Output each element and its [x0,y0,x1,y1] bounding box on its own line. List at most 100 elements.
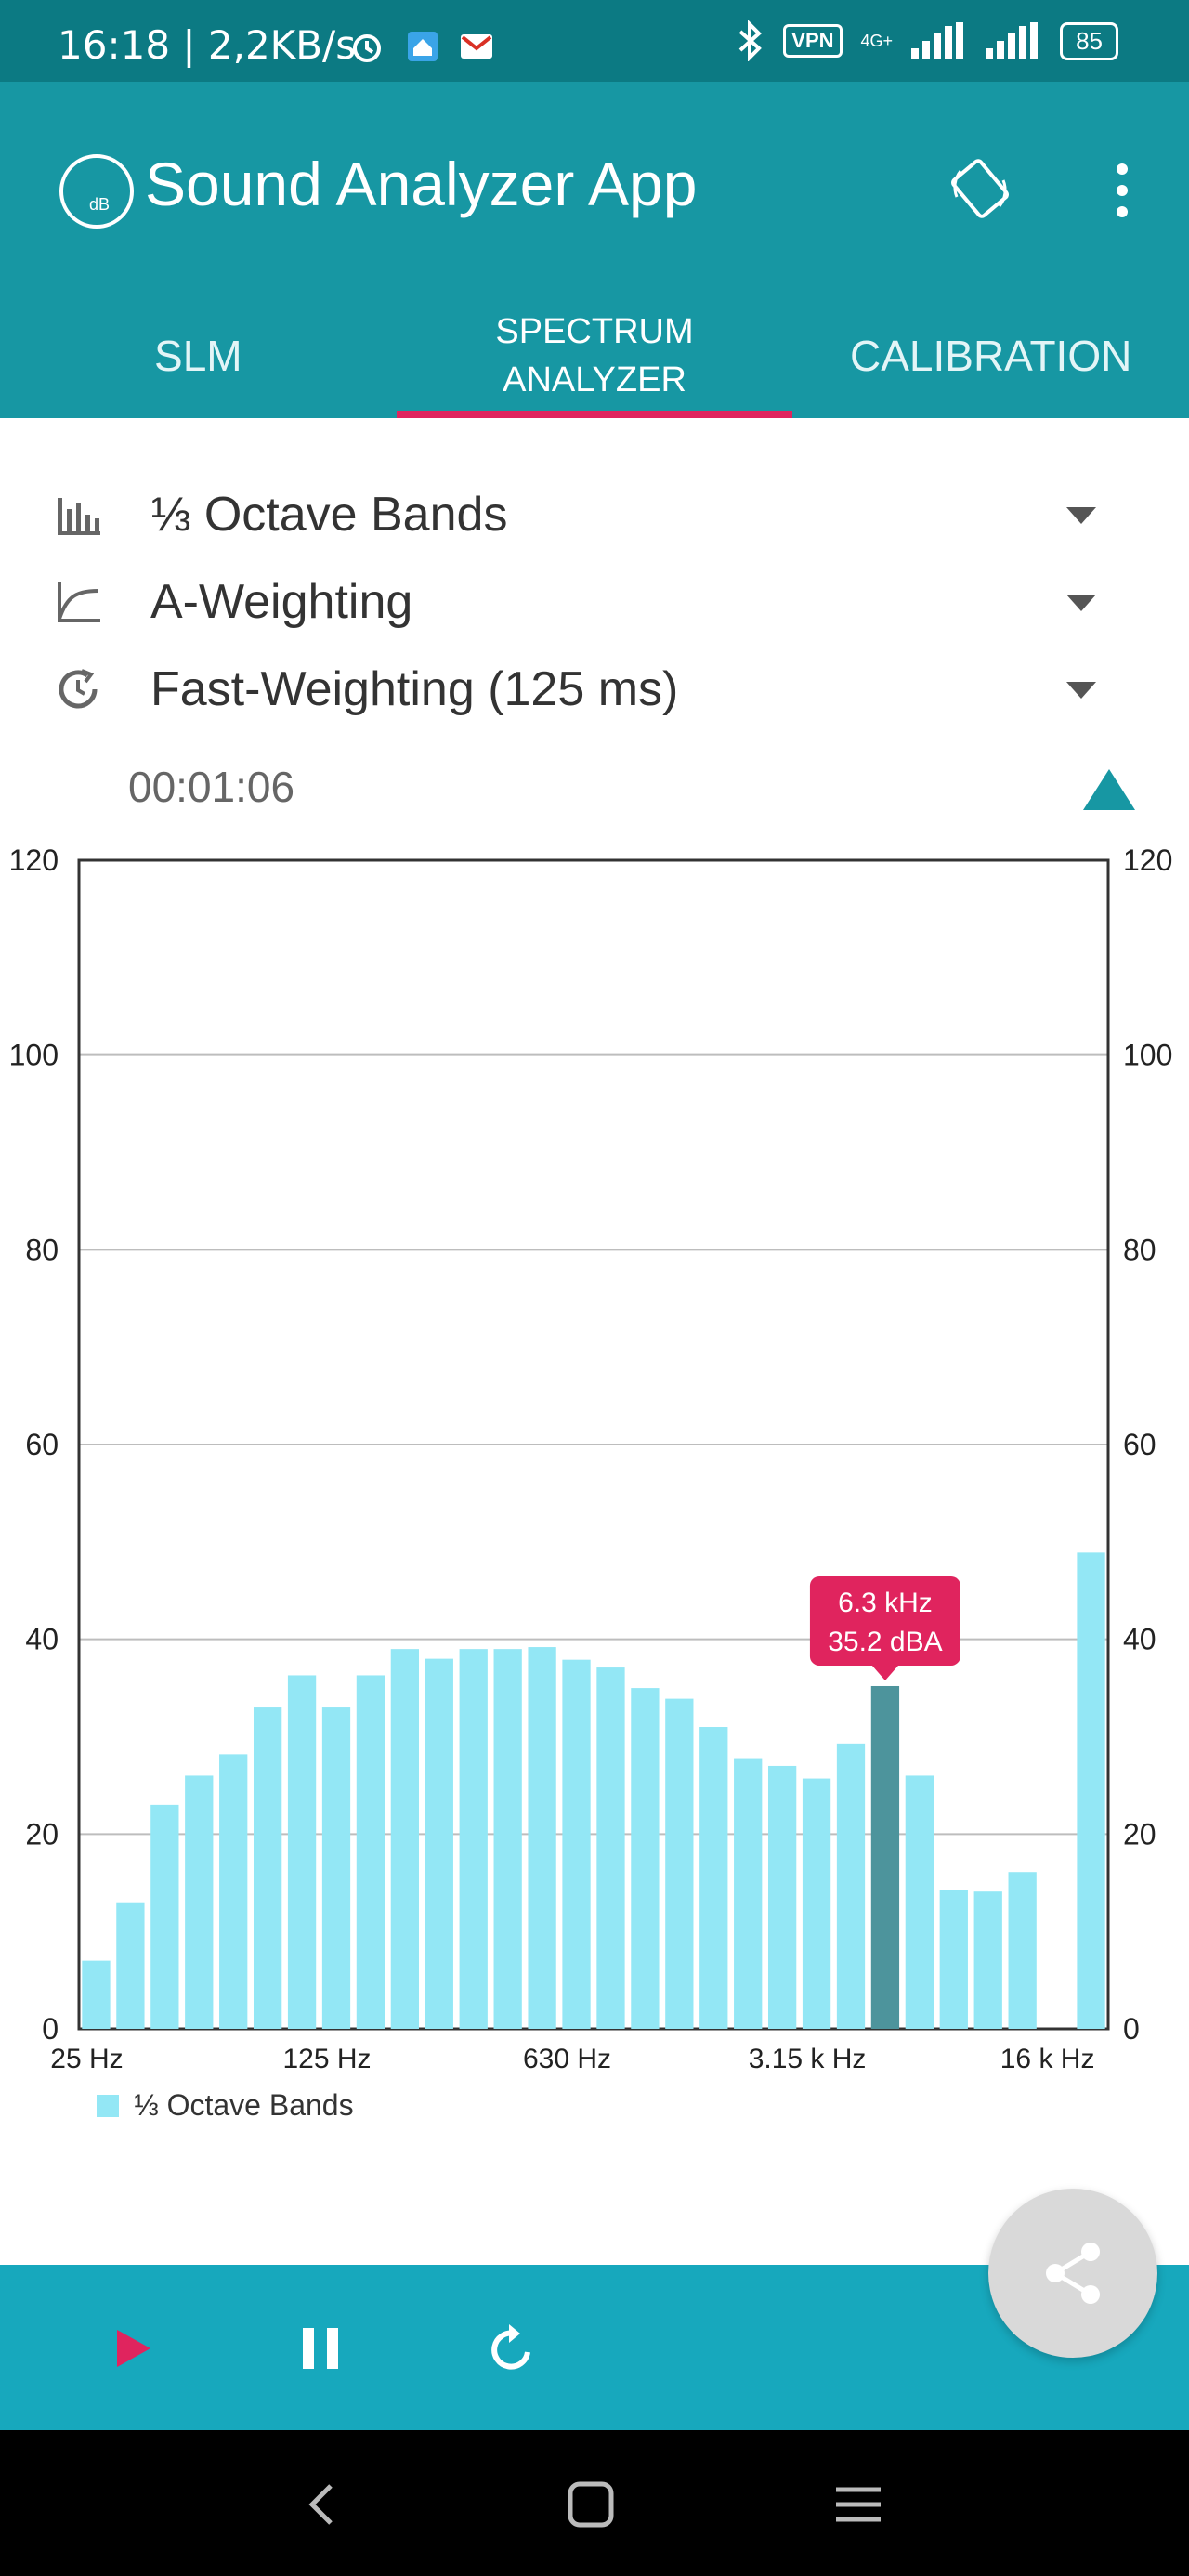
chart-bar [596,1667,625,2029]
y-tick-label-right: 100 [1123,1039,1172,1072]
chart-bar [493,1649,522,2029]
x-tick-label: 125 Hz [282,2044,371,2074]
chart-bar [116,1902,145,2029]
weighting-curve-icon [58,582,100,622]
chart-bar [562,1659,591,2029]
tooltip-pointer [871,1665,898,1680]
y-tick-label-left: 0 [42,2012,59,2046]
home-app-icon [408,32,438,61]
chart-bar [665,1698,694,2029]
status-time: 16:18 | 2,2KB/s [58,22,357,68]
y-tick-label-right: 80 [1123,1233,1156,1266]
chart-bar [219,1754,248,2029]
chart-bar [836,1743,866,2029]
tooltip-box [809,1576,960,1666]
app-title: Sound Analyzer App [145,150,698,218]
chart-bar [734,1758,763,2029]
chart-bar [528,1647,556,2029]
weighting-selector[interactable]: A-Weighting [0,561,1189,645]
chart-bar [425,1658,453,2029]
chart-bar [1008,1872,1037,2029]
y-tick-label-left: 20 [25,1817,59,1850]
y-tick-label-right: 40 [1123,1623,1156,1656]
bluetooth-icon [738,20,763,61]
tab-spectrum-analyzer[interactable]: SPECTRUM ANALYZER [396,294,793,418]
reset-icon[interactable] [487,2322,539,2374]
chart-bar [82,1960,111,2029]
dropdown-arrow-icon [1066,507,1096,524]
alarm-icon [353,34,381,62]
tooltip-level: 35.2 dBA [828,1627,942,1657]
share-icon [1046,2243,1100,2304]
chart-bar [459,1649,488,2029]
timer-icon [59,669,98,709]
chart-bar [802,1778,831,2029]
tab-bar: SLM SPECTRUM ANALYZER CALIBRATION [0,294,1189,418]
time-weighting-selector-label: Fast-Weighting (125 ms) [150,662,679,716]
y-tick-label-left: 80 [25,1233,59,1266]
weighting-selector-label: A-Weighting [150,575,413,629]
signal-icon [986,22,1039,59]
tab-slm[interactable]: SLM [154,332,242,380]
chart-bar [973,1891,1002,2029]
chart-bar [253,1707,282,2029]
system-nav-bar [0,2430,1189,2576]
chart-bar [1077,1552,1105,2029]
chart-bar [150,1804,179,2029]
y-tick-label-left: 60 [25,1428,59,1461]
tab-calibration[interactable]: CALIBRATION [850,332,1132,380]
chart-bar [321,1707,351,2029]
y-tick-label-right: 0 [1123,2012,1140,2046]
dropdown-arrow-icon [1066,595,1096,611]
chart-bar [390,1649,420,2029]
chart-legend: ⅓ Octave Bands [97,2088,354,2123]
chart-bar [870,1685,900,2029]
y-tick-label-right: 20 [1123,1817,1156,1850]
tooltip-frequency: 6.3 kHz [838,1588,933,1618]
band-selector-label: ⅓ Octave Bands [150,488,508,542]
x-tick-label: 3.15 k Hz [749,2044,867,2074]
y-tick-label-left: 120 [9,843,59,877]
status-bar: 16:18 | 2,2KB/s VPN 4G+ 85 [0,0,1189,82]
share-button[interactable] [988,2189,1157,2358]
chart-bar [905,1775,934,2029]
pause-icon[interactable] [295,2322,347,2374]
x-tick-label: 630 Hz [523,2044,611,2074]
gmail-icon [461,34,492,59]
plot-border [77,858,1110,2031]
collapse-arrow-icon[interactable] [1083,769,1135,810]
x-tick-label: 25 Hz [50,2044,123,2074]
chart-bar [287,1675,317,2029]
y-tick-label-left: 100 [9,1039,59,1072]
spectrum-chart: 0 0 20 20 40 40 60 60 80 80 100 100 120 120 25 Hz 125 H… [9,843,1173,2074]
chart-bar [185,1775,214,2029]
y-tick-label-right: 120 [1123,843,1172,877]
band-selector[interactable]: ⅓ Octave Bands [0,474,1189,557]
app-logo-icon: dB [59,154,134,229]
chart-bar [699,1727,728,2029]
play-icon[interactable] [106,2322,158,2374]
y-tick-label-right: 60 [1123,1428,1156,1461]
recents-icon[interactable] [830,2477,886,2532]
bar-chart-icon [58,498,100,535]
back-icon[interactable] [295,2477,351,2532]
legend-label: ⅓ Octave Bands [134,2088,354,2122]
elapsed-time: 00:01:06 [128,763,295,811]
chart-bar [356,1675,385,2029]
x-tick-label: 16 k Hz [1000,2044,1095,2074]
battery-icon: 85 [1060,21,1118,60]
more-vert-icon[interactable] [1105,160,1139,221]
chart-bar [631,1688,660,2029]
y-tick-label-left: 40 [25,1623,59,1656]
screen-rotation-icon[interactable] [947,156,1013,221]
chart-bar [767,1765,797,2029]
signal-icon [911,22,964,59]
dropdown-arrow-icon [1066,682,1096,699]
chart-bar [939,1890,968,2029]
time-weighting-selector[interactable]: Fast-Weighting (125 ms) [0,648,1189,732]
vpn-badge: VPN [783,24,843,58]
network-type: 4G+ [860,31,894,50]
legend-swatch [97,2094,119,2117]
app-bar: dB Sound Analyzer App SLM SPECTRUM ANALYZ… [0,82,1189,418]
home-icon[interactable] [563,2477,619,2532]
